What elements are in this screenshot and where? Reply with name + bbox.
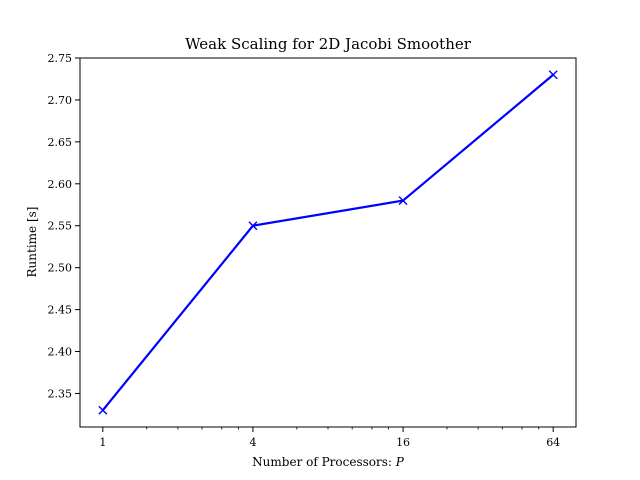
series-line — [101, 73, 554, 411]
x-axis-label-variable: P — [395, 455, 405, 469]
y-tick-label: 2.45 — [48, 304, 73, 317]
y-tick-label: 2.70 — [48, 94, 73, 107]
x-axis-label: Number of Processors: P — [252, 455, 405, 469]
y-tick-label: 2.60 — [48, 178, 73, 191]
y-tick-label: 2.50 — [48, 262, 73, 275]
chart-title: Weak Scaling for 2D Jacobi Smoother — [185, 35, 472, 53]
y-tick-label: 2.40 — [48, 346, 73, 359]
x-tick-label: 1 — [99, 436, 106, 449]
y-axis: 2.35 2.40 2.45 2.50 2.55 2.60 2.65 2.70 2.75 — [48, 52, 80, 400]
y-tick-label: 2.75 — [48, 52, 73, 65]
data-point-marker — [98, 405, 108, 415]
data-point-marker — [248, 221, 258, 231]
y-tick-label: 2.35 — [48, 387, 73, 400]
y-axis-label: Runtime [s] — [25, 207, 39, 278]
x-tick-label: 4 — [249, 436, 256, 449]
x-axis: 1 4 16 64 — [99, 427, 560, 449]
series-layer — [98, 70, 558, 415]
x-tick-label: 16 — [396, 436, 410, 449]
data-point-marker — [398, 196, 408, 206]
y-tick-label: 2.55 — [48, 220, 73, 233]
x-tick-label: 64 — [546, 436, 560, 449]
x-axis-label-text: Number of Processors: — [252, 455, 396, 469]
data-point-marker — [548, 70, 558, 80]
y-tick-label: 2.65 — [48, 136, 73, 149]
